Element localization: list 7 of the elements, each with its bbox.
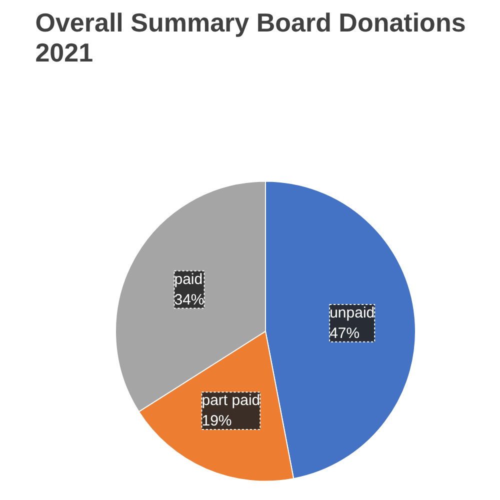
data-label: 47%: [330, 324, 360, 342]
chart-title: Overall Summary Board Donations 2021: [35, 8, 466, 68]
data-label: 19%: [202, 412, 232, 430]
slice-label: unpaid: [330, 304, 375, 322]
slice-label: part paid: [202, 392, 260, 410]
data-label: 34%: [174, 291, 204, 308]
slice-label: paid: [174, 270, 203, 288]
